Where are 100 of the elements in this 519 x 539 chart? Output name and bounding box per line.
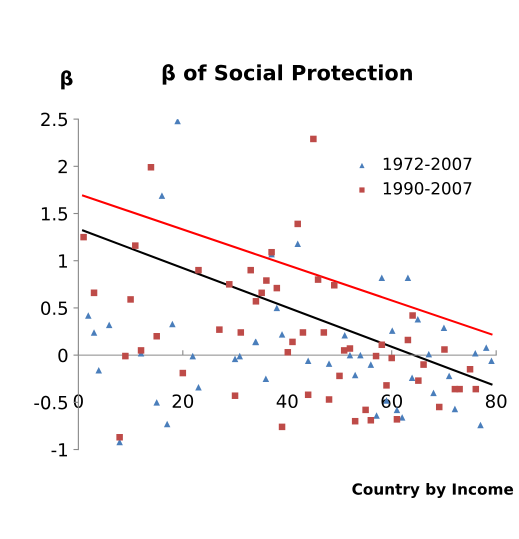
point [274, 304, 280, 312]
point [446, 372, 452, 380]
legend-label: 1990-2007 [384, 182, 472, 195]
chart-title: β of Social Protection [162, 64, 412, 85]
point [314, 276, 322, 283]
point [362, 406, 369, 414]
point [300, 329, 306, 336]
point [357, 352, 364, 358]
point [368, 361, 374, 368]
point [153, 332, 160, 340]
point [153, 399, 160, 406]
point [394, 416, 400, 423]
point [420, 361, 427, 368]
point [174, 119, 181, 124]
y-tick-label: 0.5 [41, 301, 68, 316]
y-tick-label: 1.5 [42, 207, 68, 221]
point [378, 274, 386, 281]
x-tick-label: 60 [381, 394, 402, 408]
point [373, 412, 380, 419]
legend-label: 1972-2007 [384, 158, 472, 170]
point [404, 336, 412, 344]
point [404, 274, 412, 281]
x-tick-label: 20 [172, 394, 194, 408]
point [189, 352, 196, 360]
x-tick-label: 40 [276, 394, 298, 408]
point [414, 316, 422, 323]
point [247, 266, 254, 274]
point [326, 396, 332, 403]
point [472, 350, 479, 356]
point [336, 372, 343, 380]
point [138, 347, 144, 354]
y-tick-label: 1 [59, 254, 67, 268]
point [148, 164, 154, 171]
point [466, 366, 474, 373]
x-tick-label: 80 [486, 394, 506, 408]
x-tick-label: 0 [74, 394, 83, 408]
point [258, 290, 265, 296]
point [415, 377, 422, 384]
point [289, 338, 296, 346]
point [169, 320, 176, 328]
point [278, 424, 286, 430]
point [127, 296, 134, 303]
y-tick-label: 0 [58, 348, 68, 362]
point [456, 386, 463, 392]
point [378, 341, 386, 348]
point [284, 349, 292, 356]
point [216, 326, 223, 333]
point [232, 392, 238, 399]
point [436, 404, 442, 410]
point [372, 352, 380, 360]
y-tick-label: 2.5 [41, 112, 68, 126]
y-tick-label: 2 [58, 160, 67, 174]
point [331, 282, 338, 289]
point [326, 360, 332, 367]
y-axis-title: β [61, 70, 73, 90]
point [180, 370, 186, 376]
y-tick-label: -1 [52, 443, 67, 456]
x-axis-title: Country by Income [352, 483, 514, 498]
point [477, 422, 484, 428]
point [488, 358, 495, 364]
point [262, 375, 270, 382]
point [441, 346, 448, 353]
point [95, 366, 102, 374]
point [383, 382, 390, 389]
point [132, 242, 139, 249]
point [195, 384, 202, 390]
point [195, 266, 202, 274]
point [106, 322, 112, 328]
point [252, 298, 260, 305]
point [310, 136, 317, 142]
point [238, 329, 244, 336]
point [90, 329, 98, 336]
point [472, 386, 480, 392]
point [346, 345, 354, 352]
point [263, 277, 270, 284]
point [482, 344, 490, 351]
point [294, 240, 301, 247]
point [440, 324, 448, 332]
point [304, 358, 312, 364]
point [409, 312, 416, 319]
point [408, 374, 416, 382]
point [352, 372, 358, 378]
point [320, 329, 328, 336]
point [116, 434, 123, 441]
point [294, 220, 301, 228]
point [426, 350, 432, 358]
point [388, 327, 396, 334]
point [226, 281, 233, 288]
point [90, 290, 98, 296]
point [452, 406, 458, 412]
point [346, 352, 354, 358]
point [236, 352, 243, 360]
point [232, 356, 238, 362]
point [368, 417, 374, 424]
point [80, 234, 87, 240]
point [278, 331, 286, 338]
point [304, 392, 312, 398]
point [430, 390, 437, 396]
y-tick-label: -0.5 [34, 396, 68, 410]
point [158, 192, 166, 199]
